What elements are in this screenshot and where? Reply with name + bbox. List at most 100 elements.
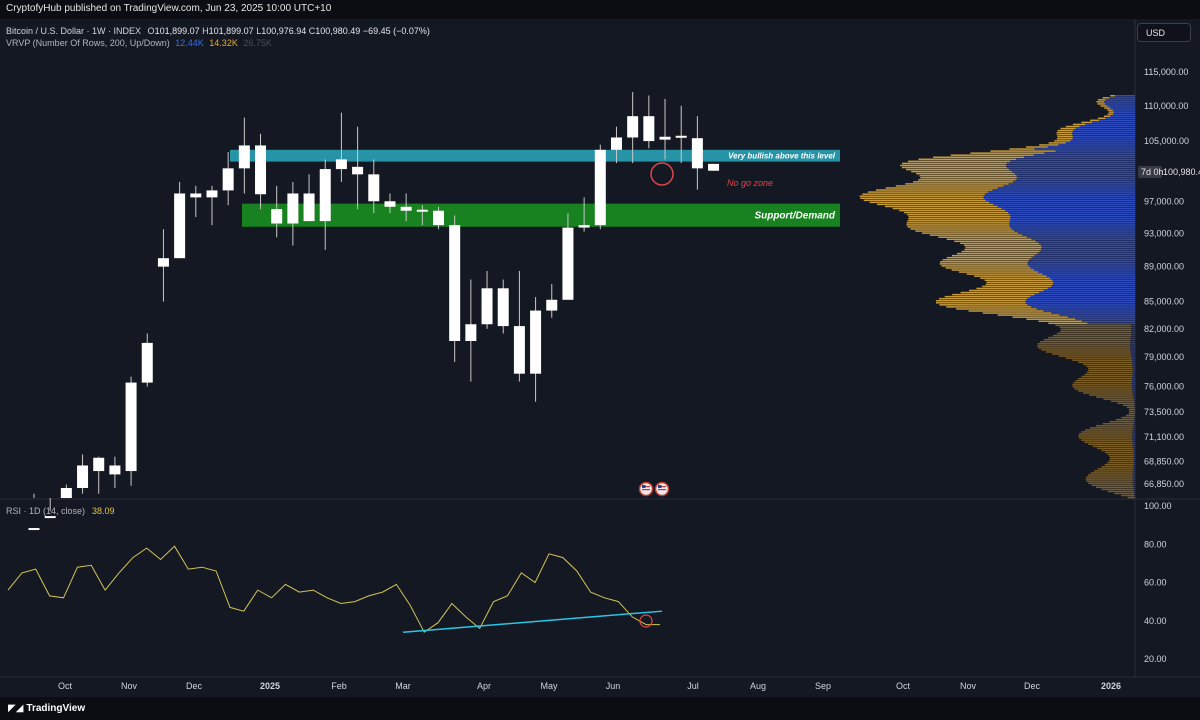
volume-profile-up-bar (1133, 464, 1135, 466)
tradingview-logo[interactable]: ◤◢ TradingView (8, 703, 85, 714)
price-tick-label: 93,000.00 (1144, 228, 1184, 238)
volume-profile-up-bar (1009, 168, 1135, 171)
volume-profile-up-bar (1130, 351, 1135, 353)
volume-profile-up-bar (1113, 113, 1135, 115)
volume-profile-up-bar (1055, 150, 1135, 152)
volume-profile-up-bar (1110, 115, 1135, 117)
volume-profile-down-bar (974, 275, 1047, 277)
volume-profile-down-bar (1107, 490, 1134, 493)
volume-profile-down-bar (1052, 334, 1131, 337)
vrvp-total-value: 26.75K (243, 38, 272, 48)
volume-profile-down-bar (1046, 351, 1131, 353)
currency-button[interactable]: USD (1137, 23, 1191, 42)
rsi-tick-label: 20.00 (1144, 654, 1167, 664)
candle-body (319, 169, 331, 222)
volume-profile-up-bar (1132, 371, 1135, 374)
volume-profile-up-bar (1011, 228, 1135, 230)
volume-profile-up-bar (1008, 183, 1135, 185)
volume-profile-down-bar (1065, 357, 1132, 359)
volume-profile-up-bar (1109, 97, 1135, 99)
volume-profile-up-bar (1133, 490, 1135, 493)
volume-profile-down-bar (1084, 441, 1133, 443)
volume-profile-down-bar (908, 218, 1011, 220)
price-tick-label: 105,000.00 (1144, 136, 1189, 146)
volume-profile-down-bar (935, 302, 1026, 304)
volume-profile-down-bar (960, 291, 1040, 294)
volume-profile-up-bar (1040, 244, 1135, 247)
footer-bar: ◤◢ TradingView (0, 697, 1200, 720)
volume-profile-down-bar (952, 293, 1035, 296)
volume-profile-up-bar (1010, 160, 1135, 163)
volume-profile-up-bar (1049, 277, 1135, 279)
volume-profile-up-bar (1132, 427, 1135, 429)
volume-profile-up-bar (1006, 166, 1135, 169)
volume-profile-down-bar (961, 250, 1040, 253)
volume-profile-down-bar (921, 232, 1018, 234)
volume-profile-up-bar (1132, 379, 1135, 382)
volume-profile-up-bar (1132, 484, 1135, 486)
volume-profile-down-bar (1096, 425, 1134, 427)
volume-profile-up-bar (1133, 453, 1135, 456)
volume-profile-down-bar (1038, 320, 1082, 322)
candle-body (465, 324, 477, 342)
volume-profile-up-bar (1041, 246, 1135, 249)
volume-profile-up-bar (1043, 310, 1135, 312)
candle-body (400, 206, 412, 211)
volume-profile-down-bar (1060, 328, 1132, 331)
volume-profile-up-bar (1006, 162, 1135, 165)
volume-profile-down-bar (969, 289, 1044, 292)
us-flag-event-icon[interactable] (654, 481, 670, 497)
volume-profile-up-bar (1027, 304, 1135, 306)
vrvp-down-value: 14.32K (209, 38, 238, 48)
volume-profile-down-bar (956, 308, 1037, 310)
volume-profile-down-bar (1121, 416, 1135, 419)
time-tick-label: Nov (121, 681, 138, 691)
volume-profile-down-bar (1107, 461, 1134, 464)
volume-profile-down-bar (946, 256, 1032, 259)
volume-profile-down-bar (951, 254, 1035, 257)
price-chart[interactable]: Very bullish above this level Support/Dem… (0, 0, 1200, 697)
symbol-legend: Bitcoin / U.S. Dollar · 1W · INDEX O101,… (6, 26, 430, 36)
candle-body (141, 342, 153, 383)
volume-profile-down-bar (1097, 99, 1106, 101)
vrvp-legend: VRVP (Number Of Rows, 200, Up/Down) 12.4… (6, 38, 272, 48)
volume-profile-up-bar (1075, 127, 1135, 130)
price-tick-label: 85,000.00 (1144, 297, 1184, 307)
high-label: H (202, 26, 209, 36)
volume-profile-up-bar (1031, 306, 1135, 308)
open-label: O (147, 26, 155, 36)
volume-profile-up-bar (1132, 441, 1135, 443)
volume-profile-up-bar (1132, 367, 1135, 370)
volume-profile-down-bar (990, 150, 1056, 152)
volume-profile-up-bar (1011, 170, 1135, 173)
volume-profile-down-bar (970, 152, 1045, 154)
volume-profile-down-bar (1056, 138, 1073, 140)
volume-profile-down-bar (1088, 367, 1133, 370)
volume-profile-down-bar (939, 263, 1028, 265)
volume-profile-up-bar (1001, 207, 1135, 210)
volume-profile-up-bar (1132, 476, 1135, 478)
volume-profile-down-bar (1090, 472, 1133, 474)
volume-profile-up-bar (1132, 392, 1135, 394)
volume-profile-down-bar (869, 201, 990, 204)
volume-profile-up-bar (1009, 222, 1135, 224)
volume-profile-down-bar (1072, 386, 1132, 388)
volume-profile-up-bar (1058, 144, 1135, 146)
volume-profile-down-bar (1025, 146, 1048, 148)
volume-profile-down-bar (1026, 318, 1076, 320)
volume-profile-down-bar (918, 179, 1016, 181)
volume-profile-up-bar (1133, 425, 1135, 427)
volume-profile-up-bar (1070, 140, 1135, 142)
candle-body (691, 138, 703, 169)
volume-profile-up-bar (1009, 213, 1135, 216)
volume-profile-down-bar (1097, 447, 1134, 450)
volume-profile-down-bar (1088, 443, 1133, 445)
time-tick-label: Jul (687, 681, 699, 691)
volume-profile-down-bar (1085, 478, 1133, 480)
volume-profile-down-bar (1081, 121, 1093, 124)
us-flag-event-icon[interactable] (638, 481, 654, 497)
volume-profile-up-bar (1009, 224, 1135, 226)
volume-profile-up-bar (1133, 423, 1135, 425)
rsi-trendline (402, 610, 663, 633)
volume-profile-up-bar (1133, 466, 1135, 468)
